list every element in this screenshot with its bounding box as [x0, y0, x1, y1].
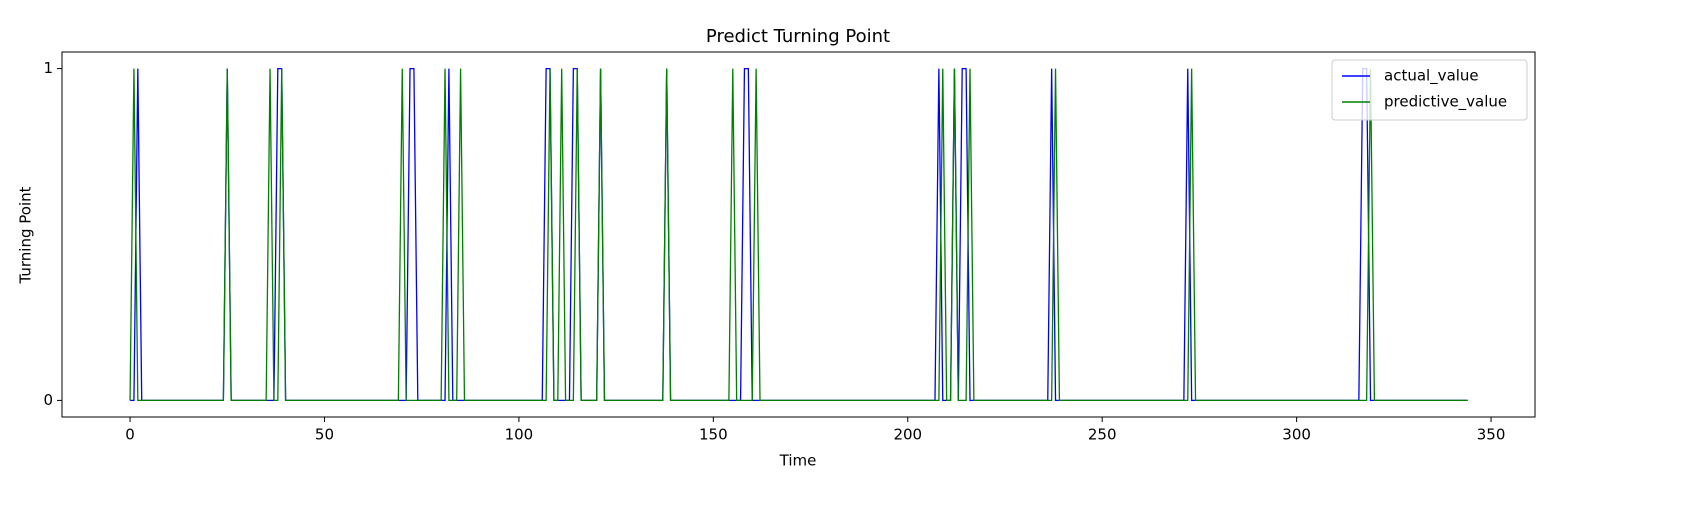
- legend-label: actual_value: [1384, 67, 1479, 86]
- y-tick-label: 0: [43, 391, 53, 409]
- legend-label: predictive_value: [1384, 93, 1507, 112]
- x-tick-label: 50: [315, 426, 334, 444]
- x-tick-label: 250: [1088, 426, 1117, 444]
- x-tick-label: 0: [125, 426, 135, 444]
- x-tick-label: 350: [1477, 426, 1506, 444]
- y-tick-label: 1: [43, 59, 53, 77]
- legend-box: [1331, 59, 1528, 121]
- y-axis-label: Turning Point: [17, 186, 35, 284]
- x-tick-label: 100: [505, 426, 534, 444]
- x-tick-label: 300: [1282, 426, 1311, 444]
- plot-frame: [61, 51, 1536, 418]
- x-tick-label: 200: [893, 426, 922, 444]
- chart-title: Predict Turning Point: [706, 26, 890, 47]
- series-line: [129, 68, 1468, 402]
- x-tick-label: 150: [699, 426, 728, 444]
- x-axis-label: Time: [779, 452, 817, 470]
